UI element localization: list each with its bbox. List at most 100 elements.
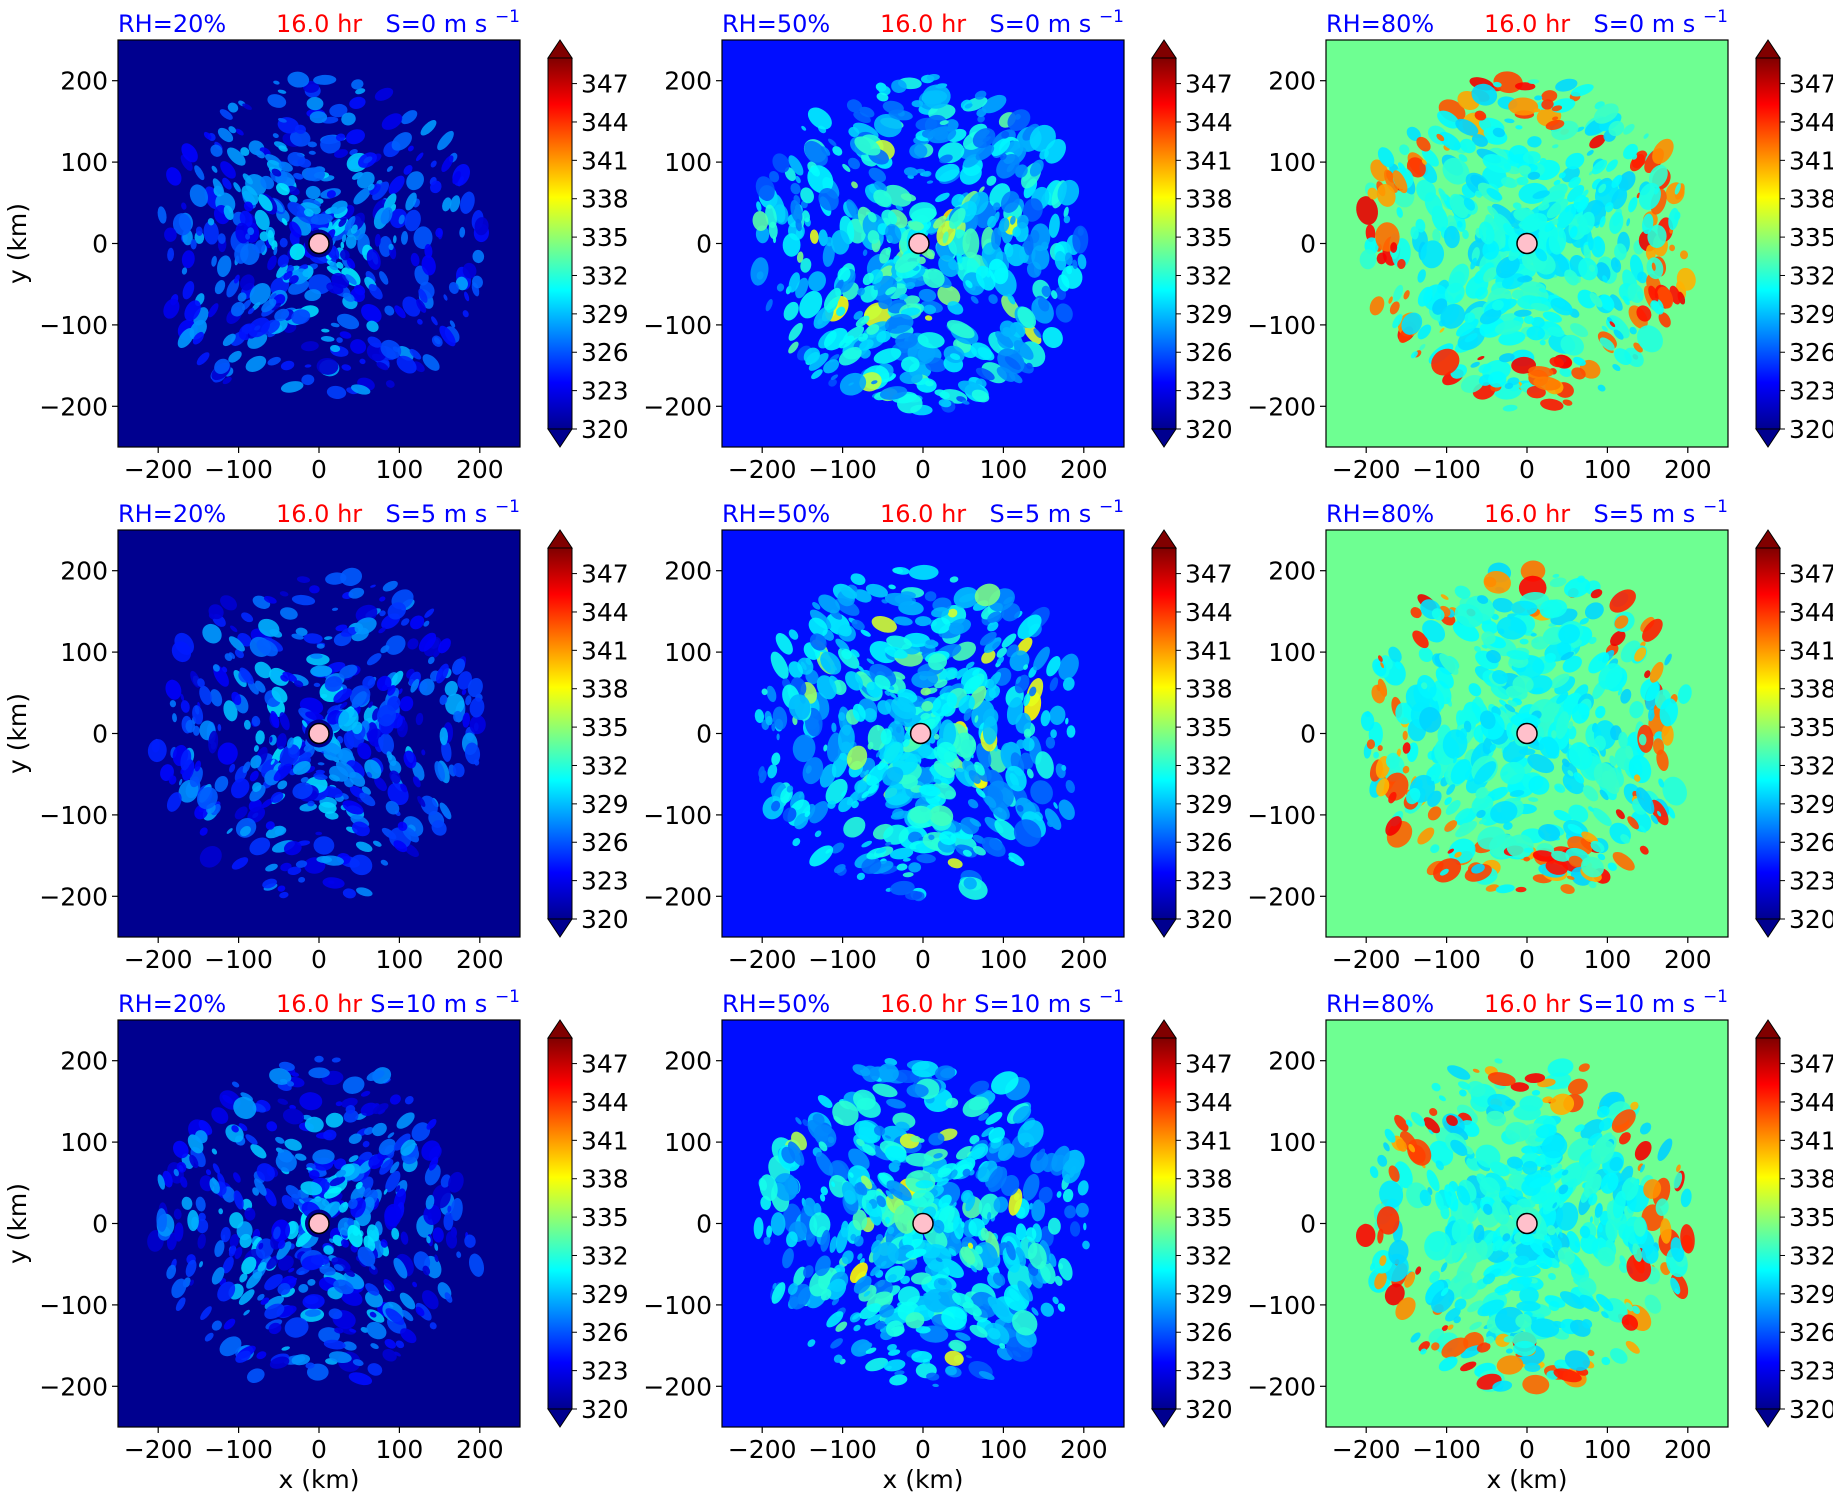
field-cell <box>379 1159 394 1175</box>
field-cell <box>1516 1198 1536 1210</box>
field-cell <box>403 750 417 769</box>
field-cell <box>231 1125 239 1133</box>
field-cell <box>988 1127 1005 1143</box>
field-cell <box>846 99 863 113</box>
colorbar-tick-label: 341 <box>1789 1126 1833 1155</box>
field-cell <box>257 1261 267 1272</box>
field-cell <box>269 1068 292 1085</box>
field-cell <box>199 1175 214 1192</box>
field-cell <box>1419 707 1442 733</box>
field-cell <box>1040 1302 1054 1317</box>
field-cell <box>1397 162 1406 173</box>
field-cell <box>1552 1163 1559 1168</box>
field-cell <box>1054 250 1067 271</box>
field-cell <box>1513 1340 1536 1357</box>
field-cell <box>854 1120 881 1144</box>
field-cell <box>1562 758 1570 768</box>
shear-exponent: −1 <box>495 987 520 1007</box>
field-cell <box>1551 105 1563 112</box>
field-cell <box>1407 1139 1432 1166</box>
field-cell <box>876 92 889 102</box>
field-cell <box>865 1347 877 1354</box>
field-cell <box>403 165 413 175</box>
field-cell <box>1567 770 1574 777</box>
field-cell <box>1447 1324 1454 1330</box>
field-cell <box>1496 1355 1524 1375</box>
field-cell <box>390 670 404 687</box>
field-cell <box>977 115 985 123</box>
field-cell <box>965 280 973 289</box>
field-cell <box>271 686 288 703</box>
field-cell <box>1649 661 1664 683</box>
field-cell <box>329 1176 346 1187</box>
field-cell <box>1424 1230 1452 1261</box>
field-cell <box>425 1194 435 1210</box>
field-cell <box>1564 577 1591 598</box>
field-cell <box>1516 1300 1541 1312</box>
field-cell <box>1492 597 1514 613</box>
field-cell <box>366 320 379 333</box>
field-cell <box>807 107 832 130</box>
field-cell <box>203 220 219 245</box>
field-cell <box>894 1370 905 1376</box>
field-cell <box>464 742 481 765</box>
field-cell <box>1503 822 1513 830</box>
colorbar-tick-label: 329 <box>1789 1280 1833 1309</box>
field-cell <box>264 1303 285 1319</box>
field-cell <box>1484 1233 1494 1246</box>
field-cell <box>803 1265 814 1278</box>
field-cell <box>1056 1191 1062 1198</box>
field-cell <box>303 633 323 644</box>
colorbar-tick-label: 335 <box>581 223 629 252</box>
field-cell <box>1485 1336 1495 1344</box>
field-cell <box>351 721 363 735</box>
colorbar-tick-label: 338 <box>1185 675 1233 704</box>
field-cell <box>1404 1271 1416 1288</box>
field-cell <box>864 769 869 776</box>
y-tick-label: 200 <box>1268 1047 1316 1076</box>
field-cell <box>991 227 1002 250</box>
field-cell <box>349 96 366 109</box>
field-cell <box>823 287 842 311</box>
field-cell <box>393 1257 408 1279</box>
field-cell <box>197 678 205 688</box>
field-cell <box>260 175 275 190</box>
x-tick-label: −100 <box>204 1435 273 1464</box>
field-cell <box>423 1204 442 1225</box>
field-cell <box>1533 376 1561 391</box>
field-cell <box>231 1081 240 1088</box>
field-cell <box>224 653 233 661</box>
colorbar-tick-label: 347 <box>581 1050 629 1079</box>
field-cell <box>277 780 288 790</box>
field-cell <box>1599 294 1615 311</box>
field-cell <box>220 595 237 611</box>
field-cell <box>1522 1160 1538 1175</box>
field-cell <box>1504 1194 1518 1205</box>
colorbar-extend-min <box>547 1408 573 1428</box>
field-cell <box>210 689 223 707</box>
field-cell <box>1620 688 1632 704</box>
field-cell <box>1065 780 1075 793</box>
field-cell <box>229 1233 239 1248</box>
field-cell <box>1482 154 1512 174</box>
field-cell <box>1614 348 1632 366</box>
field-cell <box>870 1265 881 1277</box>
field-cell <box>1515 125 1523 130</box>
field-cell <box>367 1363 383 1376</box>
field-cell <box>953 1216 964 1240</box>
field-cell <box>1526 675 1553 695</box>
field-cell <box>308 1067 330 1079</box>
field-cell <box>349 1328 357 1333</box>
field-cell <box>1600 1172 1619 1194</box>
field-cell <box>790 199 803 224</box>
field-cell <box>788 272 800 293</box>
field-cell <box>1486 188 1503 201</box>
field-cell <box>342 888 356 899</box>
field-cell <box>902 739 910 747</box>
colorbar-extend-max <box>1151 529 1177 549</box>
colorbar-tick-label: 329 <box>1185 1280 1233 1309</box>
field-cell <box>444 680 458 697</box>
field-cell <box>1628 197 1638 213</box>
field-cell <box>291 633 304 640</box>
field-cell <box>773 1173 799 1201</box>
